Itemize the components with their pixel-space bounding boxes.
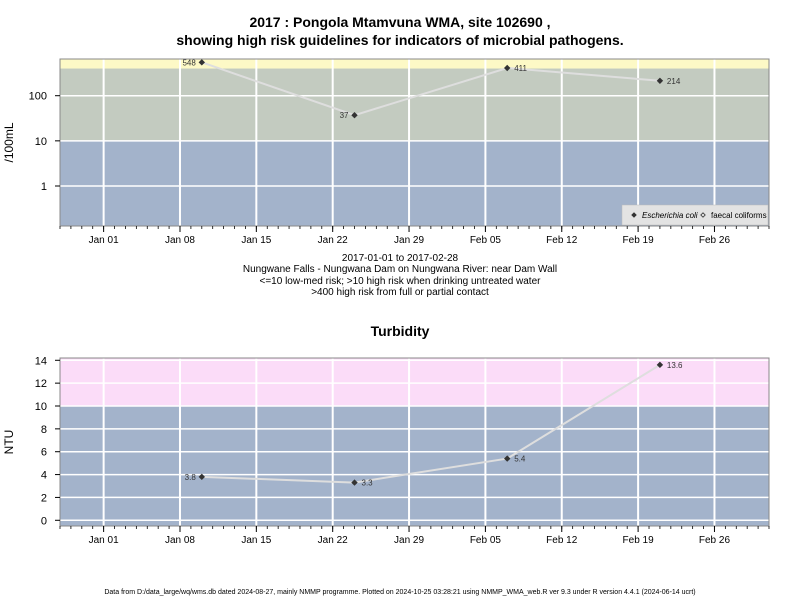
site-description-text: Nungwane Falls - Nungwana Dam on Nungwan…	[242, 264, 558, 275]
series-line	[201, 61, 661, 117]
x-tick-label: Jan 22	[318, 535, 348, 546]
y-tick-label: 6	[41, 447, 47, 459]
x-tick-label: Jan 15	[241, 535, 271, 546]
data-label: 5.4	[514, 455, 526, 464]
y-tick-label: 12	[35, 378, 47, 390]
x-tick-label: Jan 08	[165, 535, 195, 546]
chart-2: Jan 01 Jan 08 Jan 15 Jan 22 Jan 29 Feb 05 Feb …	[2, 355, 770, 546]
data-label: 411	[514, 64, 527, 73]
risk-band-3	[60, 59, 769, 69]
x-tick-label: Jan 29	[394, 235, 424, 246]
data-point	[656, 77, 664, 84]
data-point	[198, 59, 205, 66]
y-axis-label: /100mL	[2, 122, 16, 162]
series-line	[201, 364, 661, 484]
y-tick-label: 100	[29, 91, 47, 103]
x-tick-label: Feb 05	[470, 235, 502, 246]
x-tick-label: Feb 19	[623, 235, 655, 246]
x-tick-label: Jan 29	[394, 535, 424, 546]
y-tick-label: 8	[41, 424, 47, 436]
x-tick-label: Feb 26	[699, 535, 731, 546]
data-point	[198, 473, 205, 481]
legend: Escherichia coli faecal coliforms	[621, 204, 769, 226]
x-tick-label: Feb 19	[623, 535, 655, 546]
data-point	[351, 479, 358, 486]
chart-subtitle: showing high risk guidelines for indicat…	[176, 32, 624, 48]
y-tick-label: 10	[35, 401, 47, 413]
legend-marker	[700, 212, 706, 218]
y-tick-label: 14	[35, 355, 47, 367]
x-tick-label: Jan 08	[165, 235, 195, 246]
turbidity-title: Turbidity	[370, 323, 430, 339]
contact-risk-text: >400 high risk from full or partial cont…	[311, 287, 489, 298]
data-point	[656, 361, 664, 369]
y-tick-label: 2	[41, 492, 47, 504]
data-label: 214	[667, 77, 681, 86]
data-point	[351, 111, 358, 119]
data-label: 13.6	[667, 361, 683, 370]
legend-marker	[631, 212, 637, 218]
legend-box	[621, 204, 769, 226]
x-tick-label: Feb 12	[546, 535, 578, 546]
drinking-risk-text: <=10 low-med risk; >10 high risk when dr…	[259, 276, 541, 287]
risk-band-2	[60, 68, 769, 141]
date-range-text: 2017-01-01 to 2017-02-28	[341, 253, 459, 264]
x-tick-label: Jan 01	[89, 235, 119, 246]
data-point	[504, 455, 511, 462]
y-tick-label: 1	[41, 181, 47, 193]
chart-title: 2017 : Pongola Mtamvuna WMA, site 102690…	[249, 14, 551, 30]
legend-label: faecal coliforms	[711, 211, 767, 220]
y-tick-label: 10	[35, 136, 47, 148]
x-tick-label: Feb 05	[470, 535, 502, 546]
x-tick-label: Jan 01	[89, 535, 119, 546]
x-tick-label: Feb 26	[699, 235, 731, 246]
plot-frame	[59, 357, 770, 527]
x-tick-label: Feb 12	[546, 235, 578, 246]
chart-1: Jan 01 Jan 08 Jan 15 Jan 22 Jan 29 Feb 05 Feb …	[2, 58, 770, 246]
y-tick-label: 4	[41, 470, 47, 482]
footer-text: Data from D:/data_large/wq/wms.db dated …	[104, 589, 696, 596]
plot-frame	[59, 58, 770, 227]
y-tick-label: 0	[41, 515, 47, 527]
data-point	[504, 64, 511, 72]
data-label: 3.8	[185, 473, 197, 482]
x-tick-label: Jan 15	[241, 235, 271, 246]
legend-label: Escherichia coli	[642, 211, 698, 220]
data-label: 37	[340, 111, 349, 120]
risk-band-1	[60, 406, 769, 526]
x-tick-label: Jan 22	[318, 235, 348, 246]
data-label: 3.3	[362, 479, 374, 488]
risk-band-2	[60, 358, 769, 406]
y-axis-label: NTU	[2, 430, 16, 455]
data-label: 548	[182, 58, 196, 67]
